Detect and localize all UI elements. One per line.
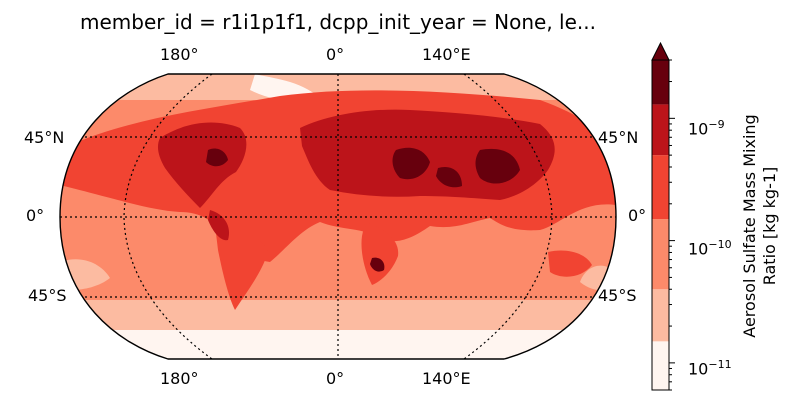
colorbar-segment [652,219,669,290]
lon-label-bottom-180: 180° [160,369,199,388]
plot-title: member_id = r1i1p1f1, dcpp_init_year = N… [80,10,596,34]
lat-label-left-45s: 45°S [28,286,67,305]
colorbar-tick-label-1e-9: 10−9 [688,118,725,139]
colorbar-frame [651,59,670,391]
map-field [60,74,616,359]
colorbar-tick-label-1e-10: 10−10 [688,238,732,259]
field-band-south [60,300,616,330]
field-peak-china [475,148,520,184]
field-camerica [208,210,230,241]
field-safrica [361,222,399,285]
lon-label-top-140e: 140°E [422,45,471,64]
colorbar-segment [652,104,669,156]
colorbar-segment [652,60,669,105]
lon-label-top-0: 0° [326,45,345,64]
colorbar-label-line2: Ratio [kg kg-1] [760,166,779,286]
colorbar-label: Aerosol Sulfate Mass Mixing Ratio [kg kg… [740,106,780,346]
lat-label-right-45n: 45°N [598,128,639,147]
field-namerica [157,122,247,208]
colorbar [651,41,675,391]
colorbar-label-line1: Aerosol Sulfate Mass Mixing [740,114,759,338]
lat-label-right-45s: 45°S [598,286,637,305]
colorbar-segment [652,289,669,342]
colorbar-segment [652,341,669,390]
field-peak-india [436,166,462,188]
colorbar-tick-label-1e-11: 10−11 [688,358,732,379]
field-peak-arabia [392,147,430,180]
colorbar-segment [652,155,669,220]
field-australia [548,250,592,277]
lon-label-top-180: 180° [160,45,199,64]
field-peak-namerica [206,148,228,167]
colorbar-extend-max [651,41,670,61]
lat-label-left-0: 0° [26,206,45,225]
field-band-antarctic [60,330,616,359]
lat-label-left-45n: 45°N [24,128,65,147]
lon-label-bottom-140e: 140°E [422,369,471,388]
lat-label-right-0: 0° [628,206,647,225]
lon-label-bottom-0: 0° [326,369,345,388]
field-samerica [215,225,268,310]
field-peak-safrica [370,257,385,272]
